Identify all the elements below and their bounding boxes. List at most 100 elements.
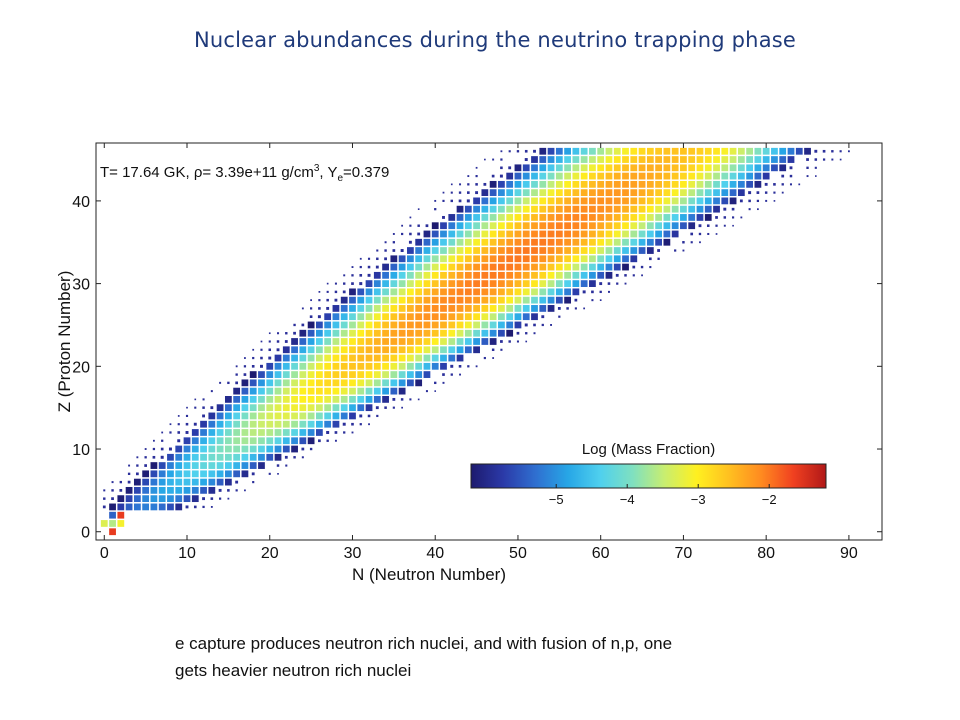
abundance-cell (398, 387, 406, 395)
abundance-cell (522, 189, 530, 197)
abundance-cell (365, 305, 373, 312)
abundance-cell (547, 263, 555, 271)
abundance-cell (764, 191, 768, 194)
abundance-cell (127, 480, 131, 484)
abundance-cell (407, 338, 414, 345)
abundance-cell (340, 305, 348, 312)
abundance-cell (291, 379, 298, 387)
abundance-cell (713, 197, 720, 205)
abundance-cell (646, 180, 654, 188)
abundance-cell (522, 222, 530, 230)
abundance-cell (160, 455, 164, 459)
abundance-cell (384, 249, 387, 252)
abundance-cell (616, 282, 619, 285)
abundance-cell (787, 147, 795, 155)
abundance-cell (506, 313, 514, 321)
abundance-cell (531, 172, 538, 180)
abundance-cell (284, 455, 288, 459)
abundance-cell (473, 263, 480, 271)
abundance-cell (696, 172, 704, 180)
abundance-cell (440, 296, 447, 304)
abundance-cell (340, 412, 348, 420)
abundance-cell (440, 346, 447, 354)
abundance-cell (175, 503, 183, 511)
abundance-cell (224, 404, 232, 412)
abundance-cell (210, 390, 213, 393)
abundance-cell (343, 282, 346, 285)
abundance-cell (690, 241, 693, 244)
abundance-cell (489, 321, 497, 329)
abundance-cell (423, 288, 431, 296)
abundance-cell (597, 255, 605, 263)
abundance-cell (564, 189, 571, 197)
abundance-cell (144, 448, 147, 450)
abundance-cell (464, 230, 472, 238)
abundance-cell (555, 172, 563, 180)
abundance-cell (357, 329, 365, 337)
abundance-cell (249, 412, 257, 420)
abundance-cell (111, 489, 114, 492)
abundance-cell (467, 365, 470, 368)
abundance-cell (450, 373, 453, 376)
abundance-cell (244, 357, 246, 359)
abundance-cell (390, 338, 398, 345)
abundance-cell (285, 332, 288, 335)
abundance-cell (607, 282, 611, 285)
abundance-cell (324, 338, 332, 345)
abundance-cell (398, 313, 406, 321)
abundance-cell (307, 354, 315, 362)
abundance-cell (498, 255, 505, 263)
abundance-cell (779, 156, 787, 163)
abundance-cell (473, 338, 480, 345)
abundance-cell (233, 437, 241, 445)
abundance-cell (456, 238, 464, 246)
abundance-cell (564, 205, 571, 213)
abundance-cell (489, 180, 497, 188)
abundance-cell (241, 429, 249, 436)
abundance-cell (249, 404, 257, 412)
abundance-cell (125, 503, 133, 511)
abundance-cell (464, 222, 472, 230)
abundance-cell (252, 481, 255, 484)
abundance-cell (547, 255, 555, 263)
abundance-cell (417, 398, 420, 401)
abundance-cell (682, 241, 685, 244)
abundance-cell (531, 238, 538, 246)
abundance-cell (746, 164, 754, 172)
abundance-cell (583, 307, 586, 310)
abundance-cell (525, 332, 528, 335)
abundance-cell (605, 222, 613, 230)
abundance-cell (822, 158, 826, 161)
abundance-cell (241, 404, 249, 412)
abundance-cell (539, 205, 547, 213)
abundance-cell (754, 147, 762, 155)
abundance-cell (224, 429, 232, 436)
abundance-cell (423, 354, 431, 362)
abundance-cell (340, 404, 348, 412)
abundance-cell (481, 222, 489, 230)
abundance-cell (613, 164, 621, 172)
abundance-cell (599, 290, 602, 294)
abundance-cell (349, 396, 356, 403)
abundance-cell (442, 373, 445, 376)
abundance-cell (723, 224, 726, 227)
abundance-cell (224, 453, 232, 461)
abundance-cell (613, 172, 621, 180)
abundance-cell (266, 371, 274, 378)
abundance-cell (282, 396, 290, 403)
abundance-cell (233, 429, 241, 436)
abundance-cell (423, 313, 431, 321)
abundance-cell (415, 305, 423, 312)
abundance-cell (680, 214, 687, 221)
abundance-cell (392, 241, 395, 244)
y-tick-label: 30 (72, 277, 90, 294)
abundance-cell (398, 371, 406, 378)
abundance-cell (282, 379, 290, 387)
abundance-cell (307, 371, 315, 378)
abundance-cell (481, 205, 489, 213)
abundance-cell (646, 189, 654, 197)
abundance-cell (202, 497, 205, 501)
abundance-cell (539, 247, 547, 254)
abundance-cell (274, 429, 282, 436)
abundance-cell (589, 255, 596, 263)
